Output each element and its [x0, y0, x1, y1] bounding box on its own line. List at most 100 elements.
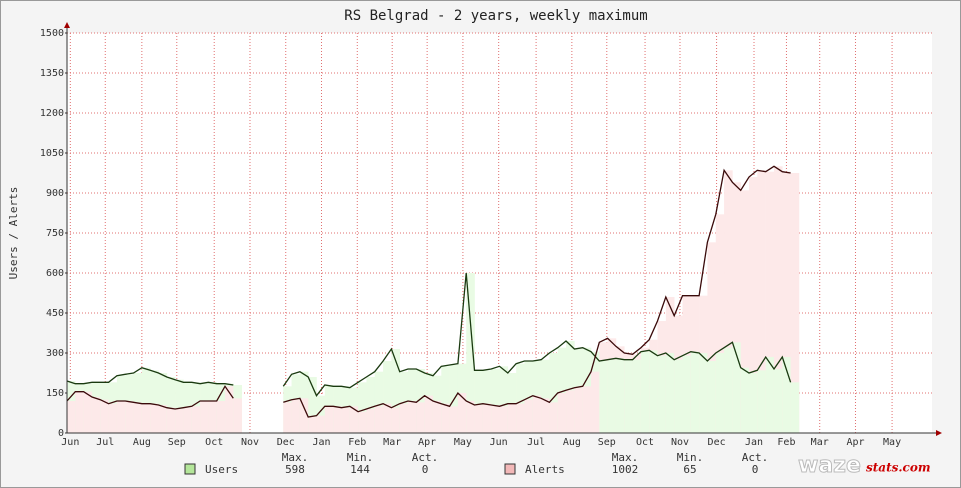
area-step	[499, 366, 509, 433]
x-tick-label: Sep	[168, 437, 186, 448]
area-step	[541, 398, 550, 433]
area-step	[233, 398, 242, 433]
area-step	[208, 401, 218, 433]
y-tick-label: 450	[46, 308, 64, 319]
area-step	[782, 357, 791, 433]
area-step	[491, 369, 500, 433]
area-step	[125, 401, 134, 433]
area-step	[599, 361, 608, 433]
y-tick-label: 1200	[40, 108, 64, 119]
stat-value: 1002	[612, 463, 639, 476]
area-step	[441, 403, 450, 433]
area-step	[557, 347, 567, 433]
area-step	[790, 382, 800, 433]
area-step	[133, 402, 143, 433]
area-step	[640, 351, 650, 433]
area-step	[590, 371, 600, 433]
area-step	[150, 370, 159, 433]
area-step	[732, 182, 742, 433]
area-step	[724, 170, 733, 434]
area-step	[67, 401, 76, 433]
x-tick-label: Jul	[96, 437, 114, 448]
area-step	[383, 361, 392, 433]
area-step	[457, 393, 467, 433]
stat-label: Min.	[677, 451, 704, 464]
x-tick-label: Apr	[418, 437, 436, 448]
area-step	[765, 357, 775, 433]
area-step	[374, 406, 384, 433]
area-step	[499, 406, 509, 433]
area-step	[574, 387, 583, 433]
area-step	[441, 366, 450, 433]
area-step	[358, 382, 367, 433]
area-step	[466, 273, 475, 433]
x-tick-label: Mar	[383, 437, 401, 448]
area-step	[158, 373, 168, 433]
area-step	[225, 386, 234, 433]
stat-value: 0	[752, 463, 759, 476]
area-step	[624, 359, 633, 433]
area-step	[507, 403, 517, 433]
area-step	[100, 399, 109, 433]
area-step	[532, 395, 542, 433]
series-line	[66, 165, 791, 418]
x-tick-label: Feb	[348, 437, 366, 448]
area-step	[516, 363, 525, 433]
area-step	[449, 406, 459, 433]
area-step	[507, 373, 517, 433]
area-step	[116, 401, 126, 433]
area-step	[175, 379, 184, 433]
stat-label: Max.	[282, 451, 309, 464]
area-step	[175, 409, 184, 433]
area-step	[732, 342, 742, 433]
series-line	[66, 272, 792, 397]
y-tick-label: 600	[46, 268, 64, 279]
area-step	[399, 403, 409, 433]
area-step	[391, 407, 400, 433]
stat-label: Act.	[742, 451, 769, 464]
area-step	[316, 415, 326, 433]
area-step	[682, 355, 692, 433]
x-tick-label: Oct	[205, 437, 223, 448]
x-tick-label: Nov	[241, 437, 259, 448]
x-tick-label: Feb	[777, 437, 795, 448]
stat-value: 0	[422, 463, 429, 476]
x-tick-label: May	[454, 437, 472, 448]
x-tick-label: Dec	[277, 437, 295, 448]
area-step	[341, 407, 351, 433]
area-step	[366, 377, 376, 433]
watermark-site: stats.com	[866, 461, 931, 475]
y-tick-label: 150	[46, 388, 64, 399]
stat-value: 65	[683, 463, 696, 476]
area-step	[740, 190, 750, 433]
area-step	[466, 401, 475, 433]
area-step	[707, 242, 717, 433]
area-step	[516, 403, 525, 433]
area-step	[566, 390, 575, 433]
x-tick-label: Jun	[61, 437, 79, 448]
area-step	[166, 377, 176, 433]
area-step	[615, 358, 625, 433]
x-tick-label: Nov	[671, 437, 689, 448]
area-step	[541, 359, 550, 433]
area-step	[491, 405, 500, 433]
area-step	[349, 406, 359, 433]
x-tick-label: Dec	[708, 437, 726, 448]
stat-label: Act.	[412, 451, 439, 464]
x-tick-label: Oct	[636, 437, 654, 448]
area-step	[715, 214, 725, 433]
area-step	[674, 359, 683, 433]
area-step	[316, 395, 326, 433]
x-tick-label: May	[883, 437, 901, 448]
area-step	[158, 405, 168, 433]
watermark-logo: waze	[798, 453, 861, 478]
area-step	[657, 355, 667, 433]
legend-swatch	[504, 463, 516, 475]
stat-label: Max.	[612, 451, 639, 464]
y-tick-label: 1350	[40, 68, 64, 79]
x-tick-label: Aug	[133, 437, 151, 448]
area-step	[557, 393, 567, 433]
area-step	[632, 359, 642, 433]
area-step	[83, 391, 93, 433]
